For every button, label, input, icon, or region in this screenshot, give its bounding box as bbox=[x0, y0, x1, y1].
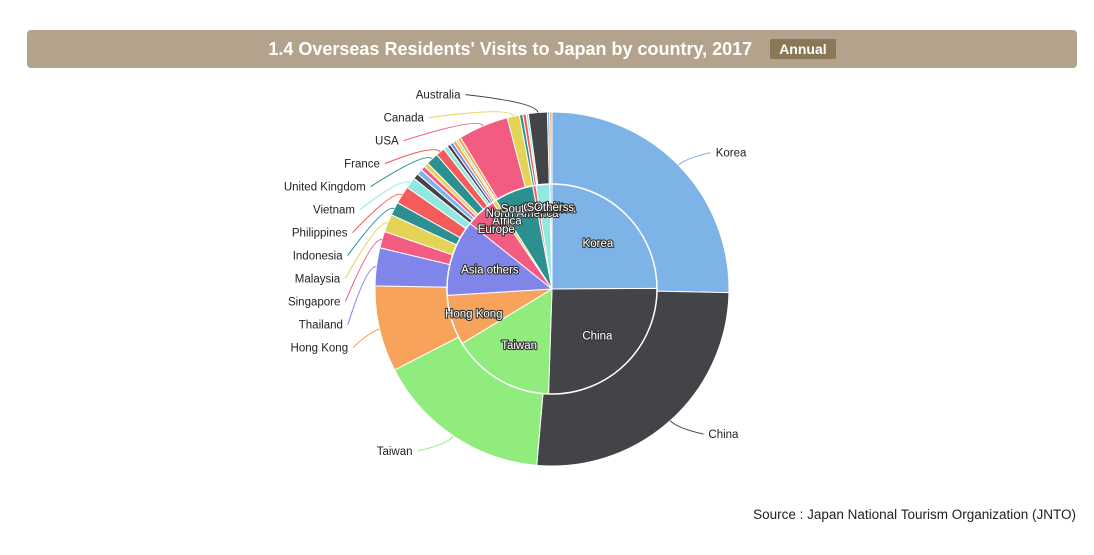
outer-label-indonesia: Indonesia bbox=[293, 251, 343, 263]
leader-line-australia bbox=[465, 94, 539, 113]
leader-line-vietnam bbox=[359, 181, 411, 210]
leader-line-thailand bbox=[347, 266, 377, 325]
inner-label-others: Others bbox=[534, 202, 569, 214]
outer-label-canada: Canada bbox=[384, 113, 425, 125]
ring-separator bbox=[446, 183, 658, 395]
leader-line-china bbox=[669, 420, 704, 435]
outer-label-singapore: Singapore bbox=[288, 297, 340, 309]
outer-label-usa: USA bbox=[375, 136, 399, 148]
outer-label-philippines: Philippines bbox=[292, 228, 348, 240]
outer-label-thailand: Thailand bbox=[299, 320, 343, 332]
leader-line-canada bbox=[428, 111, 514, 119]
inner-label-oceania: Oceania bbox=[523, 202, 566, 214]
title-bar: 1.4 Overseas Residents' Visits to Japan … bbox=[27, 30, 1077, 68]
inner-label-south-america: South America bbox=[501, 203, 576, 215]
leader-line-indonesia bbox=[347, 207, 395, 256]
chart-title: 1.4 Overseas Residents' Visits to Japan … bbox=[268, 38, 753, 59]
inner-label-europe: Europe bbox=[478, 224, 515, 236]
outer-label-vietnam: Vietnam bbox=[313, 205, 355, 217]
leader-line-hong-kong bbox=[352, 328, 380, 348]
inner-label-north-america: North America bbox=[486, 208, 559, 220]
outer-label-france: France bbox=[344, 159, 380, 171]
outer-label-korea: Korea bbox=[716, 148, 747, 160]
outer-labels: Korea China Australia Canada USA France United… bbox=[284, 90, 747, 458]
inner-label-asia-others: Asia others bbox=[461, 264, 519, 276]
outer-label-australia: Australia bbox=[416, 90, 461, 102]
outer-label-united-kingdom: United Kingdom bbox=[284, 182, 366, 194]
annual-badge[interactable]: Annual bbox=[770, 39, 836, 59]
leader-line-taiwan bbox=[417, 435, 454, 452]
outer-label-china: China bbox=[708, 429, 739, 441]
inner-label-china: China bbox=[582, 331, 613, 343]
leader-line-united-kingdom bbox=[370, 157, 433, 188]
inner-label-taiwan: Taiwan bbox=[501, 340, 537, 352]
inner-label-hong-kong: Hong Kong bbox=[445, 308, 503, 320]
inner-label-korea: Korea bbox=[583, 238, 614, 250]
outer-label-malaysia: Malaysia bbox=[295, 274, 341, 286]
leader-line-philippines bbox=[352, 193, 403, 233]
inner-labels: Korea China Taiwan Hong Kong Asia others Euro… bbox=[444, 201, 615, 353]
leader-lines bbox=[344, 94, 711, 452]
leader-line-usa bbox=[403, 122, 484, 142]
source-note: Source : Japan National Tourism Organiza… bbox=[753, 507, 1076, 522]
inner-label-africa: Africa bbox=[492, 216, 522, 228]
inner-ring bbox=[446, 183, 658, 395]
outer-label-hong-kong: Hong Kong bbox=[291, 343, 349, 355]
leader-line-malaysia bbox=[344, 222, 388, 279]
leader-line-korea bbox=[678, 152, 711, 166]
leader-line-singapore bbox=[344, 239, 383, 302]
outer-label-taiwan: Taiwan bbox=[377, 446, 413, 458]
leader-line-france bbox=[384, 149, 441, 165]
inner-label-stateless: Stateless bbox=[527, 202, 575, 214]
